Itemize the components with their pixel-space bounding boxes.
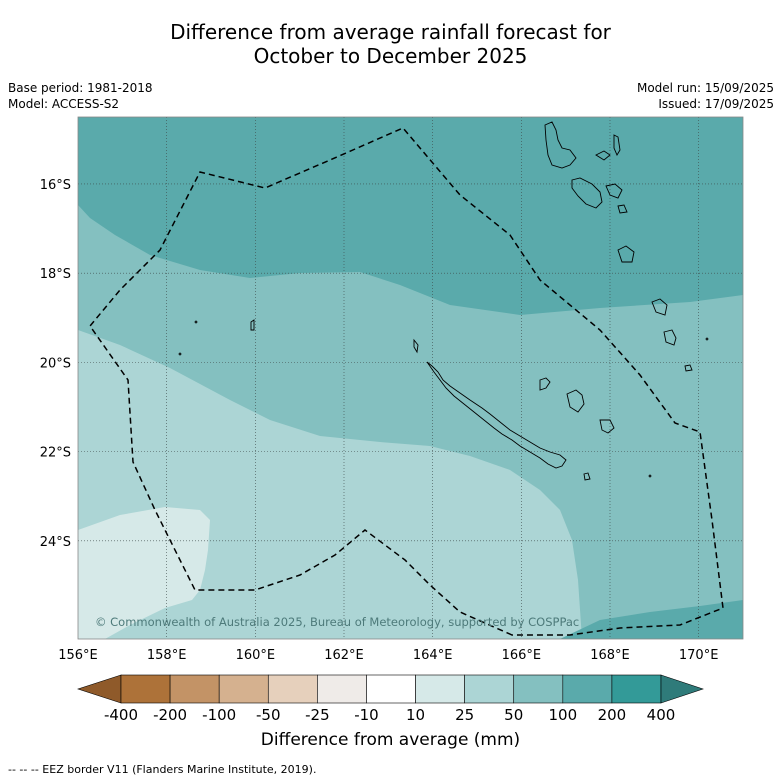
colorbar-swatch xyxy=(415,674,465,704)
lat-tick-label: 24°S xyxy=(40,535,71,550)
islet-4 xyxy=(705,337,709,341)
copyright-notice: © Commonwealth of Australia 2025, Bureau… xyxy=(95,615,579,629)
colorbar-tick-label: -50 xyxy=(256,706,281,724)
colorbar-low-extension xyxy=(77,674,122,704)
colorbar-high-extension xyxy=(660,674,704,704)
latitude-tick-labels: 16°S 18°S 20°S 22°S 24°S xyxy=(40,178,71,550)
map-title-line-2: October to December 2025 xyxy=(253,44,528,68)
island-ouvea xyxy=(539,377,551,391)
issued-label: Issued: 17/09/2025 xyxy=(658,97,774,111)
lon-tick-label: 164°E xyxy=(413,648,453,663)
island-erromango xyxy=(663,329,677,346)
colorbar-tick-label: -200 xyxy=(153,706,187,724)
colorbar-swatch xyxy=(464,674,515,704)
base-period-label: Base period: 1981-2018 xyxy=(8,81,153,95)
lon-tick-label: 162°E xyxy=(324,648,364,663)
island-lifou xyxy=(566,389,585,413)
map-title-line-1: Difference from average rainfall forecas… xyxy=(170,20,611,44)
band-10-25 xyxy=(78,507,210,639)
lon-tick-label: 166°E xyxy=(502,648,542,663)
colorbar-tick-label: 400 xyxy=(647,706,676,724)
colorbar-title: Difference from average (mm) xyxy=(260,730,521,750)
colorbar-swatch xyxy=(366,674,416,704)
colorbar-tick-label: 10 xyxy=(406,706,425,724)
band-100-200 xyxy=(78,117,743,315)
island-efate-north xyxy=(617,245,635,263)
colorbar-swatch xyxy=(120,674,171,704)
island-malekula xyxy=(571,177,603,209)
island-epi xyxy=(617,204,628,214)
island-aneityum xyxy=(684,364,693,372)
island-belep xyxy=(413,338,419,354)
islet-2 xyxy=(194,320,198,324)
colorbar-swatch xyxy=(267,674,318,704)
colorbar-swatch xyxy=(562,674,613,704)
colorbar-swatch xyxy=(611,674,662,704)
island-ambrym xyxy=(605,183,623,199)
island-maewo xyxy=(595,150,611,161)
reef-chesterfield xyxy=(250,319,255,331)
island-efate xyxy=(651,298,668,316)
lat-tick-label: 22°S xyxy=(40,446,71,461)
colorbar-swatch xyxy=(513,674,564,704)
colorbar-tick-label: 25 xyxy=(455,706,474,724)
lon-tick-label: 160°E xyxy=(236,648,276,663)
eez-border-dashed-line xyxy=(89,127,724,636)
islet-3 xyxy=(648,474,652,478)
colorbar-swatch xyxy=(169,674,220,704)
island-espiritu-santo xyxy=(544,121,577,169)
model-run-label: Model run: 15/09/2025 xyxy=(636,81,774,95)
island-pentecost-north xyxy=(613,134,621,156)
lon-tick-label: 158°E xyxy=(147,648,187,663)
lat-tick-label: 18°S xyxy=(40,267,71,282)
lat-tick-label: 16°S xyxy=(40,178,71,193)
lon-tick-label: 170°E xyxy=(679,648,719,663)
colorbar-swatch xyxy=(218,674,269,704)
longitude-tick-labels: 156°E 158°E 160°E 162°E 164°E 166°E 168°E 170°E xyxy=(58,648,718,663)
lat-tick-label: 20°S xyxy=(40,356,71,371)
coastlines xyxy=(178,121,709,481)
map-frame xyxy=(77,116,744,640)
colorbar-tick-label: 200 xyxy=(598,706,627,724)
colorbar-tick-label: 100 xyxy=(548,706,577,724)
islet-1 xyxy=(178,352,182,356)
model-label: Model: ACCESS-S2 xyxy=(8,97,120,111)
rainfall-anomaly-field xyxy=(78,117,743,639)
colorbar-tick-label: -400 xyxy=(104,706,138,724)
colorbar-tick-label: -100 xyxy=(202,706,236,724)
grande-terre-coastline xyxy=(426,361,567,469)
band-100-200-south xyxy=(560,600,743,639)
island-mare xyxy=(599,419,615,434)
colorbar xyxy=(77,674,704,704)
lon-tick-label: 156°E xyxy=(58,648,98,663)
graticule xyxy=(78,117,743,639)
colorbar-swatch xyxy=(317,674,367,704)
island-ile-des-pins xyxy=(583,472,591,481)
eez-border-footnote: -- -- -- EEZ border V11 (Flanders Marine… xyxy=(8,763,317,776)
lon-tick-label: 168°E xyxy=(590,648,630,663)
colorbar-tick-label: -25 xyxy=(305,706,330,724)
colorbar-tick-label: 50 xyxy=(504,706,523,724)
colorbar-tick-label: -10 xyxy=(354,706,379,724)
colorbar-tick-labels: -400 -200 -100 -50 -25 -10 10 25 50 100 200 400 xyxy=(104,706,675,724)
